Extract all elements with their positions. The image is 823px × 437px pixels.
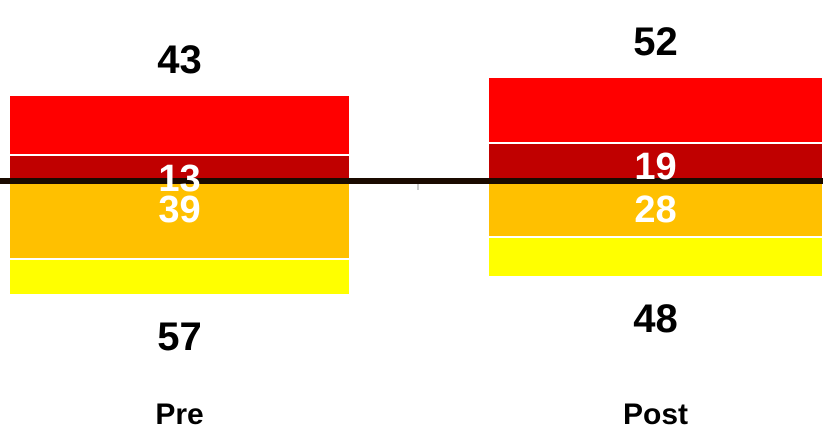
lower-total-label: 57	[157, 315, 202, 359]
category-label: Post	[623, 398, 688, 431]
bottom-inner-label: 28	[634, 189, 676, 231]
upper-total-label: 43	[157, 38, 202, 82]
bar-pre-bottom-inner	[8, 180, 351, 260]
bottom-inner-label: 39	[158, 189, 200, 231]
bar-pre-top-outer	[8, 94, 351, 156]
bar-post-bottom-outer	[487, 236, 823, 278]
lower-total-label: 48	[633, 297, 678, 341]
category-label: Pre	[155, 398, 203, 431]
bars-layer	[8, 76, 823, 296]
top-inner-label: 13	[158, 158, 200, 200]
bar-post-top-outer	[487, 76, 823, 144]
bar-pre-bottom-outer	[8, 258, 351, 296]
top-inner-label: 19	[634, 146, 676, 188]
upper-total-label: 52	[633, 20, 678, 64]
